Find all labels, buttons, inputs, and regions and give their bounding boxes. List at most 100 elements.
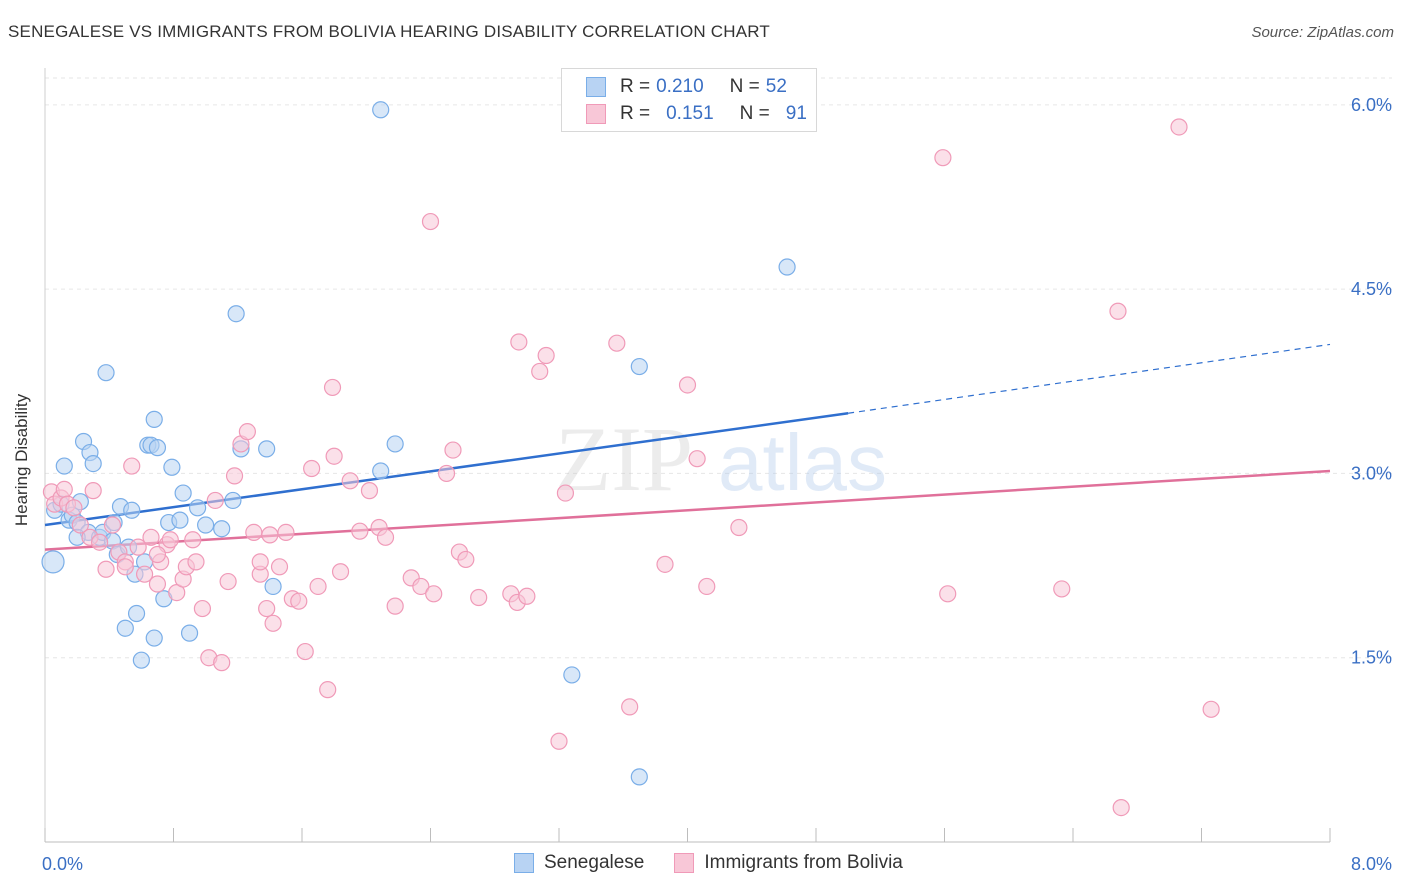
bolivia-point [296,642,314,661]
bolivia-point [537,346,555,365]
senegalese-point [174,484,192,502]
legend-r-label: R = [620,103,651,124]
bolivia-point [678,376,697,394]
bolivia-point [91,533,109,551]
chart-title: SENEGALESE VS IMMIGRANTS FROM BOLIVIA HE… [8,22,771,41]
bolivia-point [376,528,395,546]
bolivia-point [213,654,231,672]
bolivia-point [319,681,337,699]
bolivia-point [1109,302,1127,320]
legend-n-label: N = [729,76,760,97]
bolivia-point [65,499,83,517]
bolivia-point [412,577,430,596]
bolivia-point [245,523,263,542]
senegalese-point [197,516,215,534]
bolivia-point [457,550,475,569]
legend-item-bolivia[interactable]: Immigrants from Bolivia [674,852,903,874]
legend-swatch-bolivia [586,104,606,124]
legend-r-label: R = [620,76,651,97]
bolivia-point [360,482,379,500]
senegalese-point [563,666,581,684]
bolivia-point [261,526,279,544]
senegalese-point [148,439,167,457]
senegalese-point [372,101,390,119]
bolivia-point [531,362,549,381]
legend-swatch-senegalese [586,77,606,97]
bolivia-point [1053,580,1071,598]
legend-r-value: 0.210 [656,76,704,97]
bolivia-point [341,472,359,490]
senegalese-point [258,440,276,458]
gridlines [45,77,1392,659]
bolivia-point [421,212,440,231]
senegalese-point [123,501,141,519]
bolivia-point [71,516,89,534]
legend-item-senegalese[interactable]: Senegalese [514,852,644,874]
bolivia-point [325,447,343,465]
senegalese-point [224,491,242,510]
bolivia-point [608,334,626,352]
bolivia-point [184,531,202,549]
legend-label-bolivia: Immigrants from Bolivia [704,852,903,873]
bolivia-point [219,572,237,591]
y-tick-label: 4.5% [1351,279,1392,299]
senegalese-point [180,624,199,642]
legend-n-value: 91 [785,103,807,124]
senegalese-point [171,511,189,529]
bolivia-point [103,516,122,534]
legend-row-senegalese: R = 0.210 N = 52 [586,75,787,99]
bolivia-point [331,563,350,581]
bolivia-point [437,464,456,483]
senegalese-point [55,457,73,475]
bolivia-point [470,588,488,607]
senegalese-point [116,619,134,637]
legend-swatch-bolivia [674,853,695,873]
bolivia-point [303,459,321,478]
watermark-zip: ZIP [555,408,693,510]
x-tick-label: 0.0% [42,854,83,874]
senegalese-point [145,629,163,647]
senegalese-point [145,410,163,428]
senegalese-point [213,520,231,538]
bolivia-point [270,558,289,576]
axes [44,68,1331,843]
senegalese-point [84,455,102,473]
bolivia-point [1170,118,1188,136]
bolivia-point [934,149,952,167]
bolivia-point [444,441,462,459]
series-legend: Senegalese Immigrants from Bolivia [514,852,933,874]
bolivia-point [730,518,748,537]
bolivia-point [939,585,957,603]
bolivia-point [351,522,369,540]
bolivia-point [123,457,141,475]
bolivia-point [148,575,167,593]
stats-legend: R = 0.210 N = 52 R = 0.151 N = 91 [561,68,817,132]
bolivia-point [290,592,308,610]
source-label: Source: ZipAtlas.com [1251,24,1394,41]
bolivia-point [193,599,212,618]
bolivia-point [277,523,295,542]
bolivia-point [309,577,327,596]
tick-labels: 1.5% 3.0% 4.5% 6.0% 0.0% 8.0% [42,95,1392,874]
legend-n-label: N = [739,103,770,124]
senegalese-point [264,577,282,596]
bolivia-point [688,450,706,468]
bolivia-point [148,545,167,564]
bolivia-point [510,333,528,351]
bolivia-point [251,553,269,571]
bolivia-point [225,467,244,485]
senegalese-point [132,651,150,669]
bolivia-point [1112,798,1130,817]
senegalese-point [188,499,207,517]
legend-swatch-senegalese [514,853,534,873]
bolivia-point [97,560,115,578]
bolivia-point [129,538,147,556]
senegalese-point [778,258,796,276]
bolivia-point [264,614,282,632]
bolivia-point [258,599,276,618]
bolivia-point [238,423,256,441]
senegalese-trend-extension [848,343,1331,414]
data-points [41,101,1220,817]
legend-label-senegalese: Senegalese [544,852,645,873]
bolivia-point [135,565,154,583]
